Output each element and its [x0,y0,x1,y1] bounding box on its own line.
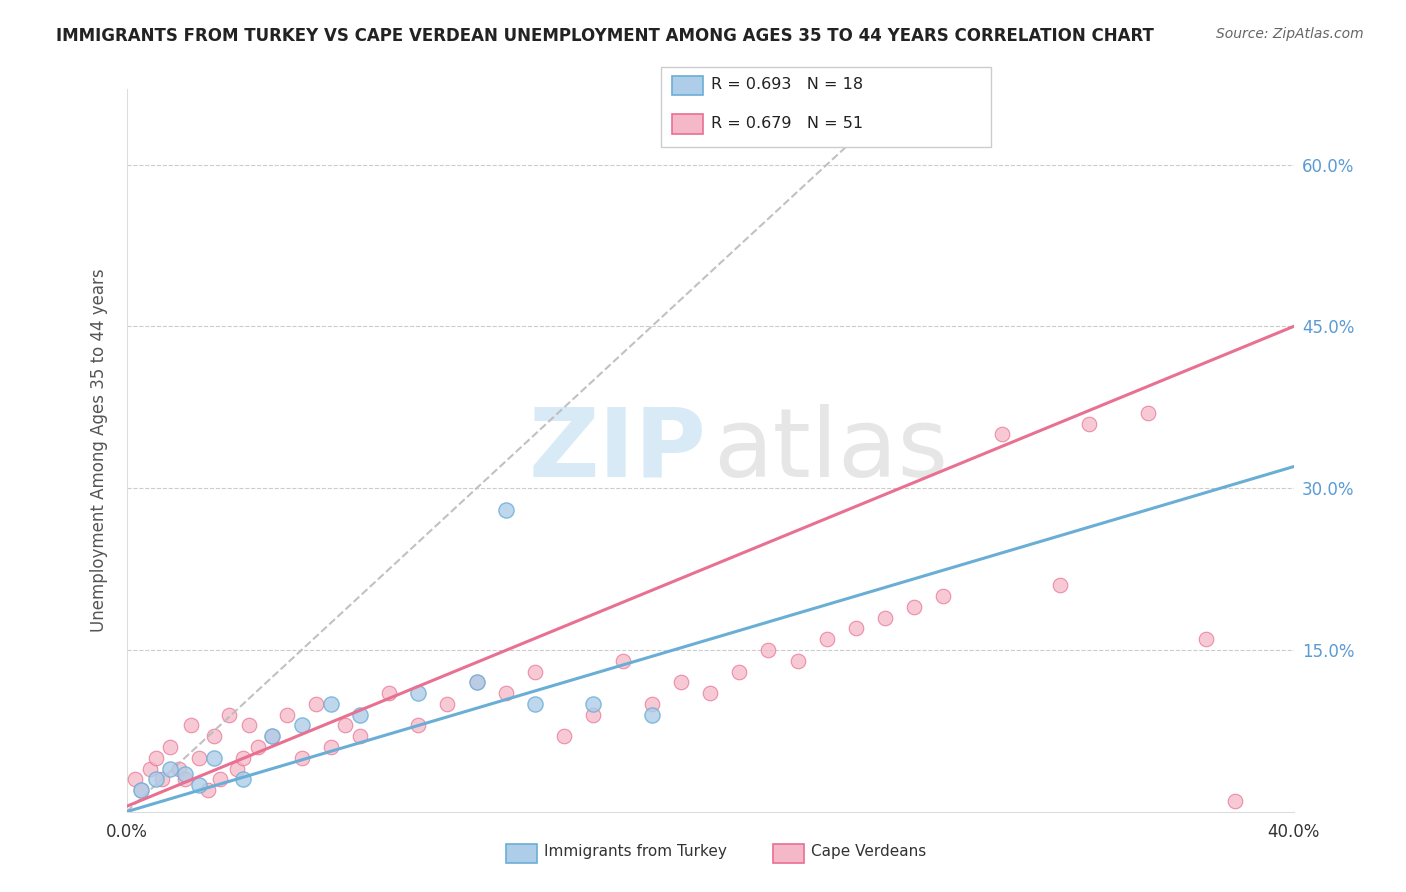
Y-axis label: Unemployment Among Ages 35 to 44 years: Unemployment Among Ages 35 to 44 years [90,268,108,632]
Text: ZIP: ZIP [529,404,707,497]
Point [174,767,197,781]
Point [641,697,664,711]
Point [238,718,260,732]
Point [232,772,254,787]
Point [129,783,152,797]
Point [1223,794,1247,808]
Point [226,762,249,776]
Point [262,729,284,743]
Point [150,772,173,787]
Text: IMMIGRANTS FROM TURKEY VS CAPE VERDEAN UNEMPLOYMENT AMONG AGES 35 TO 44 YEARS CO: IMMIGRANTS FROM TURKEY VS CAPE VERDEAN U… [56,27,1154,45]
Point [524,665,547,679]
Point [786,103,808,118]
Point [582,697,605,711]
Point [1195,632,1218,647]
Point [290,718,312,732]
Point [495,686,517,700]
Point [197,783,219,797]
Point [167,762,190,776]
Point [202,729,225,743]
Point [232,751,254,765]
Point [932,589,955,603]
Point [208,772,231,787]
Text: Source: ZipAtlas.com: Source: ZipAtlas.com [1216,27,1364,41]
Point [188,778,211,792]
Point [202,751,225,765]
Point [174,772,197,787]
Point [465,675,488,690]
Point [612,654,634,668]
Point [180,718,202,732]
Point [188,751,211,765]
Text: atlas: atlas [713,404,949,497]
Text: R = 0.679   N = 51: R = 0.679 N = 51 [711,116,863,130]
Point [145,751,167,765]
Text: R = 0.693   N = 18: R = 0.693 N = 18 [711,78,863,92]
Point [728,665,751,679]
Point [159,739,181,754]
Text: Cape Verdeans: Cape Verdeans [811,845,927,859]
Point [524,697,547,711]
Point [305,697,328,711]
Point [335,718,357,732]
Point [786,654,808,668]
Point [495,502,517,516]
Point [903,599,925,614]
Point [641,707,664,722]
Point [990,427,1012,442]
Point [436,697,458,711]
Point [582,707,605,722]
Point [1078,417,1101,431]
Point [349,729,371,743]
Point [408,718,430,732]
Point [378,686,401,700]
Point [669,675,692,690]
Point [408,686,430,700]
Point [218,707,240,722]
Point [290,751,312,765]
Point [815,632,838,647]
Point [319,739,342,754]
Point [276,707,298,722]
Point [159,762,181,776]
Text: Immigrants from Turkey: Immigrants from Turkey [544,845,727,859]
Point [756,643,779,657]
Point [699,686,721,700]
Point [465,675,488,690]
Point [319,697,342,711]
Point [262,729,284,743]
Point [845,621,868,635]
Point [129,783,152,797]
Point [1049,578,1071,592]
Point [349,707,371,722]
Point [139,762,162,776]
Point [553,729,575,743]
Point [1136,406,1159,420]
Point [875,610,897,624]
Point [246,739,269,754]
Point [145,772,167,787]
Point [124,772,146,787]
